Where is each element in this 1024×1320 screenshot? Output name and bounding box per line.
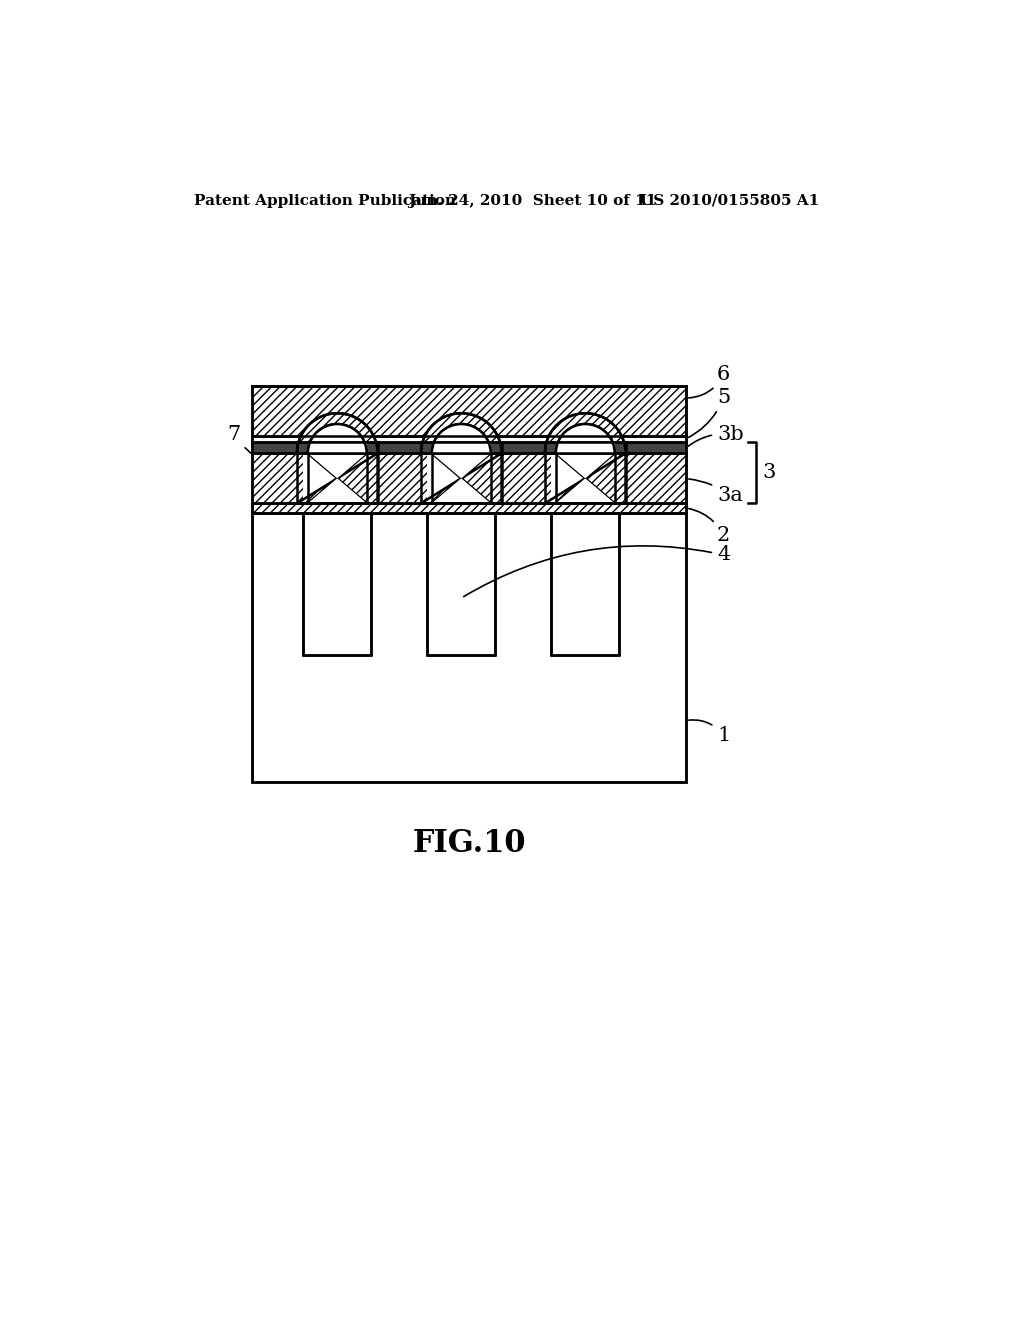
Bar <box>297 442 378 453</box>
Text: 3b: 3b <box>688 425 743 446</box>
Text: 7: 7 <box>227 425 291 473</box>
Text: 2: 2 <box>689 508 730 545</box>
Text: US 2010/0155805 A1: US 2010/0155805 A1 <box>640 194 819 207</box>
Polygon shape <box>297 413 378 503</box>
Text: FIG.10: FIG.10 <box>413 828 525 859</box>
Bar <box>551 512 620 655</box>
Bar <box>551 512 620 655</box>
Text: Jun. 24, 2010  Sheet 10 of 11: Jun. 24, 2010 Sheet 10 of 11 <box>409 194 657 207</box>
Bar <box>252 442 686 453</box>
Bar <box>427 453 496 503</box>
Bar <box>303 512 372 655</box>
Bar <box>252 385 686 436</box>
Bar <box>551 442 620 453</box>
Polygon shape <box>421 413 502 503</box>
Bar <box>421 442 502 453</box>
Text: 3: 3 <box>762 463 775 482</box>
Text: 5: 5 <box>688 388 730 437</box>
Bar <box>545 442 626 453</box>
Bar <box>427 512 496 655</box>
Bar <box>427 512 496 655</box>
Bar <box>432 442 490 453</box>
Bar <box>252 503 686 512</box>
Text: 3a: 3a <box>689 479 742 506</box>
Bar <box>252 385 686 781</box>
Polygon shape <box>308 424 367 503</box>
Bar <box>551 453 620 503</box>
Text: 4: 4 <box>464 545 730 597</box>
Polygon shape <box>545 413 626 503</box>
Polygon shape <box>432 424 490 503</box>
Text: 6: 6 <box>689 364 730 397</box>
Bar <box>303 442 372 453</box>
Bar <box>308 442 367 453</box>
Bar <box>252 436 686 442</box>
Text: Patent Application Publication: Patent Application Publication <box>194 194 456 207</box>
Bar <box>252 453 686 503</box>
Text: 1: 1 <box>689 719 730 746</box>
Bar <box>427 442 496 453</box>
Bar <box>303 512 372 655</box>
Bar <box>556 442 614 453</box>
Polygon shape <box>556 424 614 503</box>
Bar <box>303 453 372 503</box>
Bar <box>252 512 686 781</box>
